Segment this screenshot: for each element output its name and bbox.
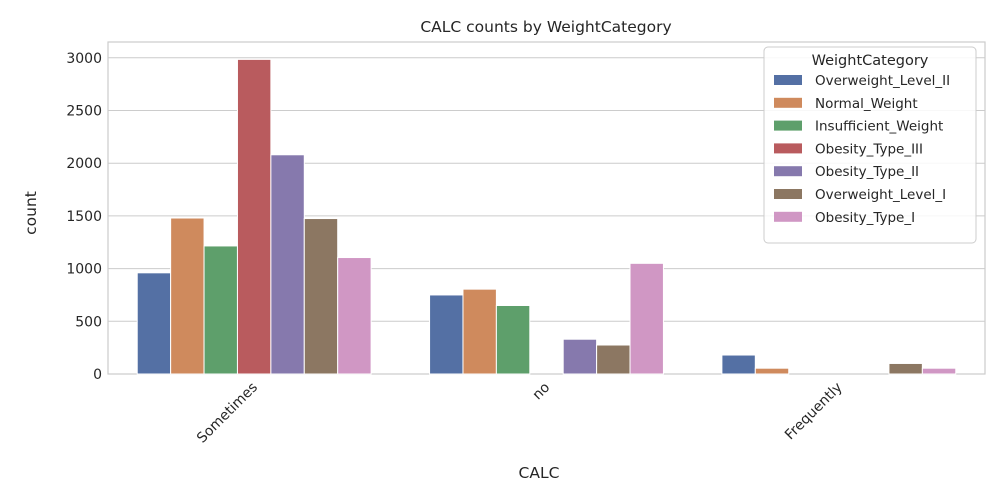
bar-obesity-type-i-frequently	[921, 367, 957, 375]
legend-swatch	[774, 189, 802, 199]
legend-label: Obesity_Type_II	[815, 164, 919, 180]
bar-insufficient-weight-sometimes	[203, 245, 238, 375]
y-tick-label: 0	[93, 367, 102, 383]
bar-overweight-level-ii-no	[429, 294, 464, 375]
y-tick-label: 1500	[66, 209, 102, 225]
legend-label: Overweight_Level_I	[815, 187, 946, 203]
bar-normal-weight-frequently	[754, 367, 790, 375]
bar-insufficient-weight-no	[495, 304, 531, 375]
legend-label: Normal_Weight	[815, 96, 918, 112]
bar-overweight-level-ii-frequently	[721, 354, 756, 375]
legend: WeightCategory Overweight_Level_II Normal…	[763, 46, 977, 244]
x-tick-label: no	[530, 380, 554, 404]
bar-obesity-type-i-sometimes	[337, 257, 372, 375]
legend-swatch	[774, 97, 802, 108]
x-tick-label: Sometimes	[194, 380, 261, 447]
legend-label: Obesity_Type_I	[815, 210, 915, 226]
bar-normal-weight-sometimes	[170, 217, 205, 375]
legend-swatch	[774, 211, 802, 222]
y-tick-label: 2000	[66, 156, 102, 172]
y-axis-label: count	[22, 191, 40, 235]
legend-frame	[763, 46, 977, 244]
bar-overweight-level-ii-sometimes	[136, 272, 172, 375]
x-axis-label: CALC	[519, 464, 560, 482]
legend-title: WeightCategory	[812, 53, 929, 69]
legend-label: Insufficient_Weight	[815, 119, 943, 135]
bar-obesity-type-ii-sometimes	[270, 154, 305, 375]
y-tick-label: 1000	[66, 262, 102, 278]
bar-normal-weight-no	[462, 288, 497, 375]
y-tick-label: 2500	[66, 104, 102, 120]
legend-swatch	[774, 75, 802, 85]
y-tick-label: 500	[75, 314, 102, 330]
bar-obesity-type-ii-no	[562, 338, 598, 375]
bar-obesity-type-i-no	[629, 262, 664, 375]
legend-swatch	[774, 120, 802, 131]
bar-obesity-type-iii-sometimes	[236, 58, 272, 375]
bars	[136, 58, 957, 375]
legend-swatch	[774, 143, 802, 154]
legend-label: Obesity_Type_III	[815, 141, 923, 157]
bar-overweight-level-i-no	[596, 344, 631, 375]
y-tick-label: 3000	[66, 51, 102, 67]
legend-swatch	[774, 166, 802, 177]
x-tick-label: Frequently	[782, 380, 846, 444]
bar-overweight-level-i-frequently	[888, 362, 923, 375]
chart-title: CALC counts by WeightCategory	[420, 18, 671, 36]
bar-overweight-level-i-sometimes	[303, 218, 339, 375]
legend-label: Overweight_Level_II	[815, 73, 950, 89]
